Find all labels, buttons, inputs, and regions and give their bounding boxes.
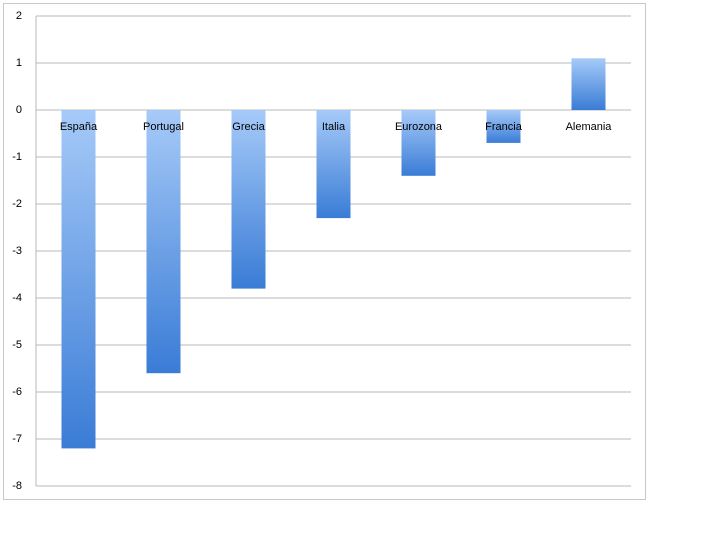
x-tick-label: Grecia	[232, 121, 265, 133]
y-tick-label: 2	[16, 10, 22, 22]
y-tick-label: -7	[12, 433, 22, 445]
bar	[61, 110, 96, 449]
bar	[486, 110, 521, 143]
x-tick-label: Alemania	[566, 121, 613, 133]
y-tick-label: -2	[12, 198, 22, 210]
y-tick-label: -6	[12, 386, 22, 398]
bar	[146, 110, 181, 374]
x-tick-label: Francia	[485, 121, 523, 133]
x-tick-label: Eurozona	[395, 121, 443, 133]
bar	[571, 58, 606, 110]
y-tick-label: -1	[12, 151, 22, 163]
bar	[316, 110, 351, 219]
chart-border	[3, 3, 646, 500]
y-tick-label: 0	[16, 104, 22, 116]
y-tick-label: -4	[12, 292, 22, 304]
x-tick-label: Portugal	[143, 121, 184, 133]
y-tick-label: 1	[16, 57, 22, 69]
y-tick-label: -5	[12, 339, 22, 351]
y-tick-label: -8	[12, 480, 22, 492]
bar	[401, 110, 436, 176]
x-tick-label: España	[60, 121, 98, 133]
y-tick-label: -3	[12, 245, 22, 257]
bar	[231, 110, 266, 289]
x-tick-label: Italia	[322, 121, 346, 133]
